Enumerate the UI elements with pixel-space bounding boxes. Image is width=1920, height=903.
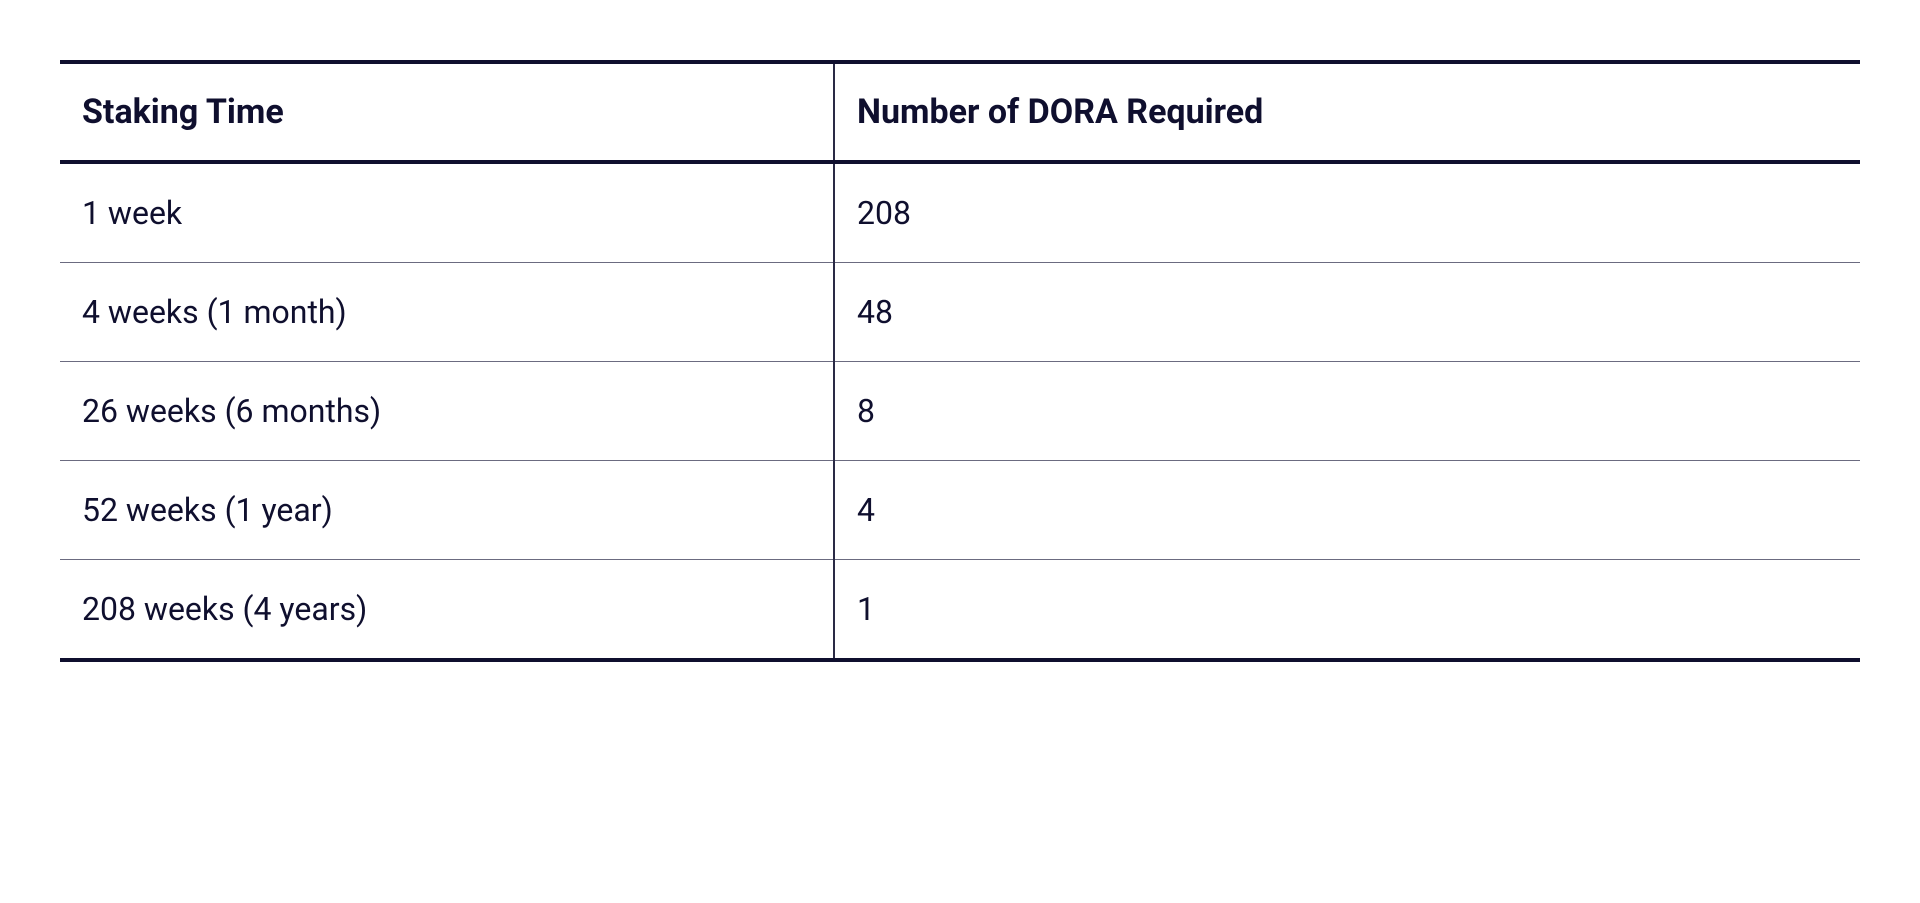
table-header-row: Staking Time Number of DORA Required (60, 62, 1860, 162)
table-row: 26 weeks (6 months) 8 (60, 362, 1860, 461)
cell-staking-time: 208 weeks (4 years) (60, 560, 834, 661)
cell-dora-required: 48 (834, 263, 1860, 362)
staking-table: Staking Time Number of DORA Required 1 w… (60, 60, 1860, 662)
cell-dora-required: 8 (834, 362, 1860, 461)
table-row: 208 weeks (4 years) 1 (60, 560, 1860, 661)
cell-staking-time: 1 week (60, 162, 834, 263)
cell-dora-required: 4 (834, 461, 1860, 560)
cell-dora-required: 1 (834, 560, 1860, 661)
column-header-staking-time: Staking Time (60, 62, 834, 162)
cell-staking-time: 26 weeks (6 months) (60, 362, 834, 461)
cell-staking-time: 52 weeks (1 year) (60, 461, 834, 560)
cell-dora-required: 208 (834, 162, 1860, 263)
cell-staking-time: 4 weeks (1 month) (60, 263, 834, 362)
column-header-dora-required: Number of DORA Required (834, 62, 1860, 162)
table-row: 52 weeks (1 year) 4 (60, 461, 1860, 560)
staking-table-container: Staking Time Number of DORA Required 1 w… (60, 60, 1860, 662)
table-row: 1 week 208 (60, 162, 1860, 263)
table-row: 4 weeks (1 month) 48 (60, 263, 1860, 362)
